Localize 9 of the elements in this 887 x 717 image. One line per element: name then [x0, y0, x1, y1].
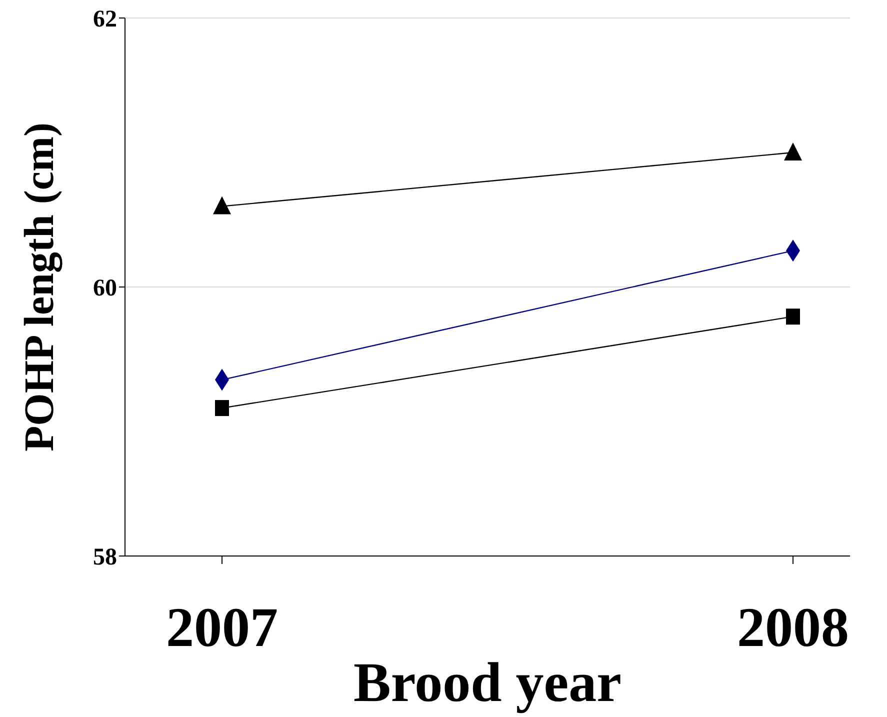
point — [215, 400, 229, 416]
x-tick-label: 2007 — [166, 596, 278, 659]
y-axis-title: POHP length (cm) — [16, 122, 63, 452]
y-tick-label: 60 — [93, 276, 117, 302]
y-tick-label: 58 — [93, 544, 117, 571]
x-tick-label: 2008 — [737, 596, 849, 659]
x-axis-title: Brood year — [353, 652, 622, 714]
point — [786, 308, 800, 325]
y-tick-label: 62 — [93, 6, 117, 33]
